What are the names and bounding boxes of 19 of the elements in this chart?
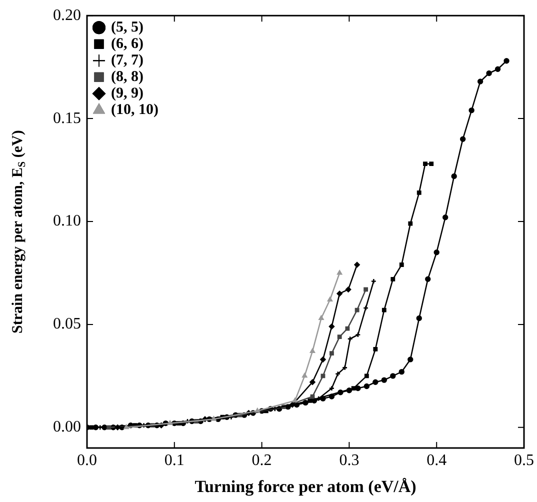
x-tick-label: 0.5 <box>514 452 534 469</box>
x-tick-label: 0.3 <box>339 452 360 469</box>
x-axis-title: Turning force per atom (eV/Å) <box>194 477 416 496</box>
legend-label: (8, 8) <box>111 68 144 85</box>
y-axis-title: Strain energy per atom, ES (eV) <box>10 130 28 334</box>
y-tick-label: 0.15 <box>53 110 81 127</box>
legend-label: (10, 10) <box>111 102 158 118</box>
x-tick-label: 0.1 <box>164 452 184 469</box>
y-tick-label: 0.10 <box>53 212 81 230</box>
y-tick-label: 0.20 <box>53 6 81 24</box>
legend-label: (9, 9) <box>111 85 144 102</box>
x-tick-label: 0.0 <box>77 452 97 469</box>
legend-label: (6, 6) <box>111 36 144 52</box>
y-tick-label: 0.00 <box>53 418 81 436</box>
legend-label: (7, 7) <box>111 52 144 68</box>
legend-label: (5, 5) <box>111 19 144 36</box>
y-tick-label: 0.05 <box>53 316 81 333</box>
x-tick-label: 0.4 <box>426 452 447 469</box>
x-tick-label: 0.2 <box>252 452 272 469</box>
